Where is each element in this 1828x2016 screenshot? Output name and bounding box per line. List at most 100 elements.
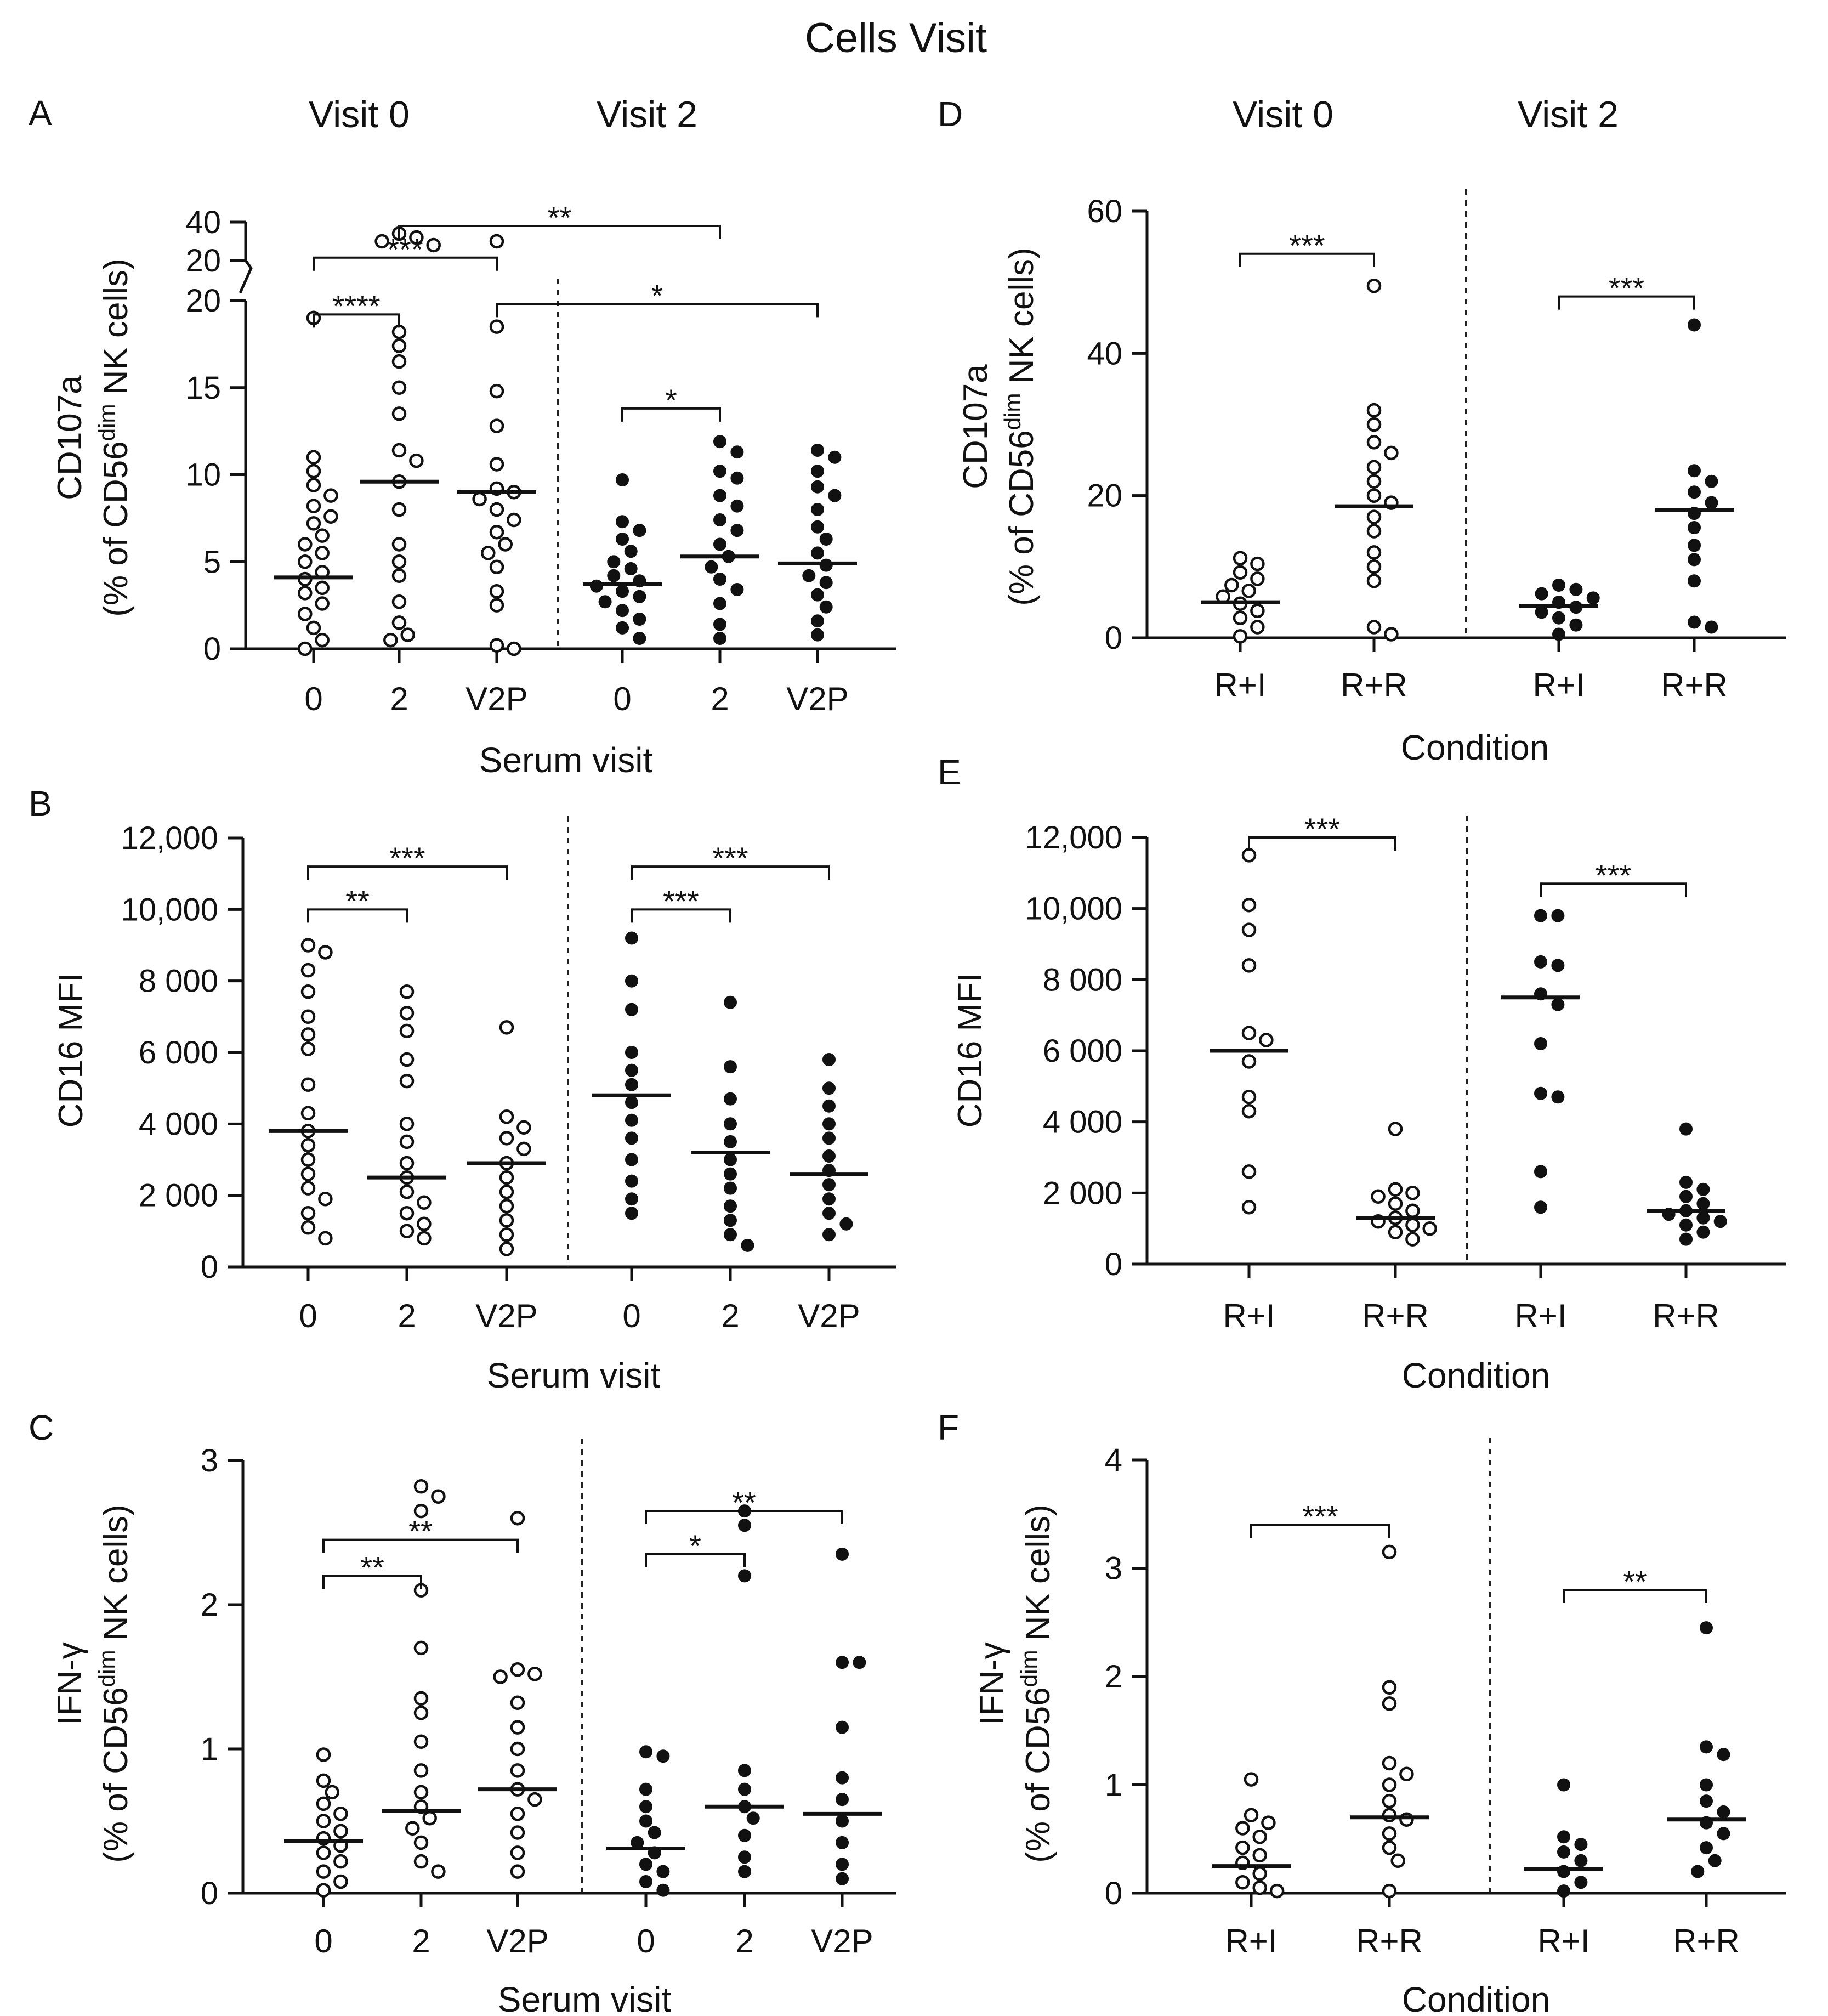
data-point (811, 588, 824, 602)
x-tick-label: R+R (1341, 667, 1407, 704)
panel-d: D Visit 0 Visit 2 0 20 40 60 CD107a(% of CD56di… (938, 94, 1786, 767)
data-point (811, 503, 824, 516)
data-point (489, 638, 504, 653)
data-point (648, 1826, 661, 1839)
data-point (1235, 1875, 1250, 1890)
data-point (413, 1691, 429, 1706)
data-point (1382, 1755, 1397, 1771)
data-point (1241, 1103, 1257, 1119)
data-point (399, 984, 415, 999)
data-point (510, 1807, 525, 1821)
data-point (738, 1828, 751, 1842)
data-point (625, 1096, 638, 1109)
data-point (499, 1170, 514, 1185)
data-point (1366, 509, 1382, 524)
x-tick-label: 0 (613, 681, 631, 717)
data-point (391, 406, 407, 421)
x-tick-label: R+I (1223, 1298, 1275, 1334)
y-axis-label: CD107a (51, 375, 89, 500)
data-point (1241, 584, 1256, 598)
data-point (822, 1117, 836, 1131)
data-point (499, 1213, 514, 1228)
y-tick-label: 6 000 (139, 1035, 218, 1071)
x-tick-label: 2 (398, 1298, 416, 1334)
data-point (298, 607, 313, 621)
data-point (306, 478, 321, 492)
y-tick-label: 10,000 (1025, 891, 1122, 927)
significance-bracket (1558, 295, 1695, 310)
data-point (499, 1020, 514, 1035)
data-point (391, 338, 407, 353)
panel-letter: A (29, 93, 52, 133)
data-point (1696, 1182, 1710, 1196)
data-point (624, 545, 638, 558)
data-point (802, 569, 816, 582)
data-point (811, 444, 824, 457)
data-point (656, 1865, 670, 1878)
data-point (399, 1073, 415, 1089)
data-point (391, 443, 407, 458)
data-point (409, 453, 424, 468)
data-point (1586, 591, 1600, 605)
data-point (413, 1706, 429, 1720)
significance-label: ** (345, 884, 370, 918)
significance-bracket (313, 256, 498, 271)
y-tick-label: 2 (1105, 1659, 1122, 1695)
significance-bracket (631, 908, 731, 923)
data-point (1259, 1033, 1274, 1047)
y-tick-label: 5 (203, 544, 221, 580)
data-point (489, 584, 504, 599)
data-point (1382, 1544, 1397, 1560)
data-point (1235, 1840, 1250, 1855)
data-point (738, 1569, 751, 1583)
data-point (1696, 1197, 1710, 1210)
data-point (1688, 574, 1701, 588)
data-point (625, 1003, 638, 1016)
data-point (1399, 1766, 1414, 1782)
group-title: Visit 2 (1518, 94, 1619, 135)
data-point (499, 1198, 514, 1214)
data-point (724, 1199, 737, 1213)
data-point (391, 568, 407, 583)
data-point (499, 1131, 514, 1146)
data-point (724, 1167, 737, 1181)
panel-letter: C (29, 1408, 54, 1447)
significance-label: * (651, 278, 663, 313)
data-point (730, 583, 744, 596)
significance-bracket (631, 865, 830, 880)
significance-label: *** (1304, 812, 1340, 846)
data-point (724, 1214, 737, 1227)
data-point (1551, 1090, 1565, 1104)
data-point (1696, 1211, 1710, 1225)
data-point (633, 632, 646, 645)
panel-letter: B (29, 784, 52, 823)
y-tick-label: 40 (1087, 336, 1122, 371)
data-point (822, 1131, 836, 1145)
y-tick-label: 4 000 (139, 1106, 218, 1142)
data-point (316, 1883, 331, 1898)
x-tick-label: R+I (1532, 667, 1585, 704)
data-point (1384, 445, 1399, 461)
data-point (1366, 417, 1382, 432)
x-axis-label: Serum visit (498, 1980, 672, 2016)
data-point (741, 1238, 754, 1252)
data-point (822, 1053, 836, 1066)
y-tick-label: 2 000 (1043, 1175, 1122, 1211)
data-point (724, 1092, 737, 1106)
data-point (1241, 897, 1257, 913)
x-tick-label: 0 (314, 1923, 332, 1960)
data-point (828, 489, 842, 502)
data-point (300, 1220, 316, 1235)
data-point (431, 1489, 446, 1504)
data-point (405, 1821, 420, 1836)
data-point (1535, 605, 1548, 619)
y-tick-label: 8 000 (1043, 962, 1122, 998)
data-point (422, 1810, 437, 1826)
data-point (413, 1734, 429, 1749)
data-point (1233, 629, 1248, 644)
x-axis-label: Serum visit (487, 1356, 661, 1395)
significance-label: ** (1623, 1564, 1647, 1599)
data-point (625, 1078, 638, 1091)
data-point (1235, 1821, 1250, 1836)
data-point (1366, 620, 1382, 635)
